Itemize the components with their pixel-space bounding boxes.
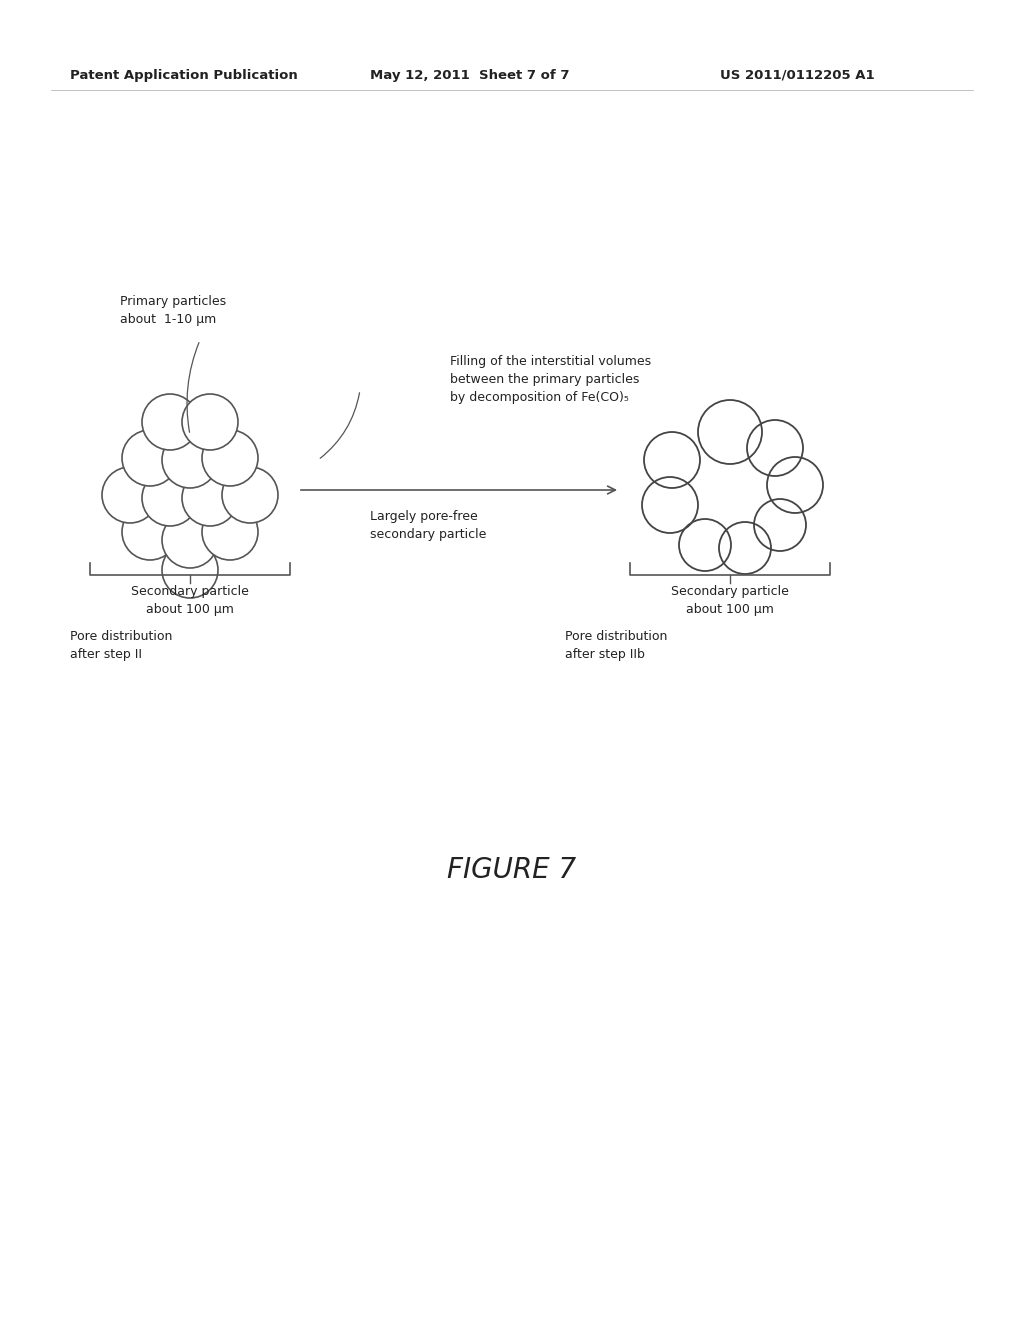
Circle shape [162,543,218,598]
Circle shape [202,430,258,486]
Circle shape [675,436,785,545]
Circle shape [642,477,698,533]
Circle shape [182,393,238,450]
Text: US 2011/0112205 A1: US 2011/0112205 A1 [720,69,874,82]
Text: Secondary particle
about 100 μm: Secondary particle about 100 μm [131,585,249,616]
Circle shape [142,393,198,450]
Circle shape [182,470,238,525]
Text: Pore distribution
after step IIb: Pore distribution after step IIb [565,630,668,661]
Circle shape [202,504,258,560]
Circle shape [142,470,198,525]
Text: Largely pore-free
secondary particle: Largely pore-free secondary particle [370,510,486,541]
Text: May 12, 2011  Sheet 7 of 7: May 12, 2011 Sheet 7 of 7 [370,69,569,82]
Circle shape [222,467,278,523]
Text: FIGURE 7: FIGURE 7 [447,855,577,884]
Circle shape [162,432,218,488]
Text: Pore distribution
after step II: Pore distribution after step II [70,630,172,661]
Circle shape [644,432,700,488]
Circle shape [122,430,178,486]
Text: Primary particles
about  1-10 μm: Primary particles about 1-10 μm [120,294,226,326]
Circle shape [719,521,771,574]
Circle shape [102,467,158,523]
Circle shape [162,512,218,568]
Text: Patent Application Publication: Patent Application Publication [70,69,298,82]
Circle shape [679,519,731,572]
Text: Filling of the interstitial volumes
between the primary particles
by decompositi: Filling of the interstitial volumes betw… [450,355,651,404]
Circle shape [122,504,178,560]
Circle shape [754,499,806,550]
Circle shape [746,420,803,477]
Circle shape [767,457,823,513]
Circle shape [698,400,762,465]
Text: Secondary particle
about 100 μm: Secondary particle about 100 μm [671,585,788,616]
